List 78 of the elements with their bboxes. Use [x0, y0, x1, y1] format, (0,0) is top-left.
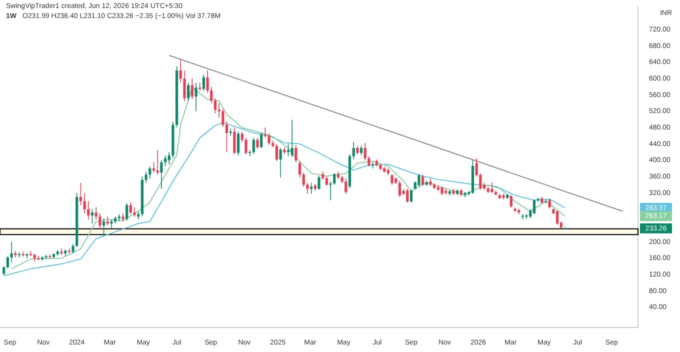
candlestick — [490, 182, 494, 194]
candlestick — [179, 59, 182, 84]
candlestick — [90, 208, 94, 224]
candlestick — [206, 70, 209, 94]
candlestick — [298, 160, 302, 178]
candlestick — [236, 131, 240, 156]
candlestick — [532, 199, 536, 215]
candlestick — [318, 175, 320, 190]
candlestick — [390, 174, 394, 186]
candlestick — [302, 172, 305, 188]
candlestick — [190, 78, 194, 100]
candlestick — [225, 121, 228, 152]
candlestick — [210, 86, 213, 104]
candlestick — [268, 132, 270, 146]
candlestick — [72, 244, 74, 254]
candlestick — [352, 141, 355, 160]
candlestick — [286, 144, 290, 157]
candlestick — [187, 82, 190, 102]
candlestick — [310, 182, 313, 194]
candlestick — [83, 192, 86, 214]
candlestick — [164, 154, 167, 167]
candlestick — [10, 241, 13, 263]
candlestick — [548, 198, 551, 209]
candlestick — [240, 131, 244, 142]
candlestick — [222, 108, 224, 128]
candlestick — [279, 148, 282, 178]
candlestick — [106, 216, 109, 226]
candlestick — [368, 156, 370, 168]
candlestick — [133, 206, 136, 217]
candlestick — [37, 255, 40, 261]
candlestick — [406, 188, 409, 204]
candlestick — [264, 127, 266, 138]
candlestick — [479, 172, 482, 190]
candlestick — [148, 166, 152, 180]
candlestick — [102, 218, 106, 236]
candlestick — [275, 144, 278, 162]
candlestick — [110, 219, 113, 230]
candlestick — [94, 206, 98, 220]
candlestick — [333, 172, 336, 186]
candlestick — [129, 201, 132, 215]
candlestick — [183, 70, 186, 102]
candlestick — [525, 214, 528, 220]
candlestick — [418, 174, 420, 187]
candlestick — [6, 256, 9, 269]
candlestick — [344, 178, 348, 194]
candlestick — [144, 171, 148, 184]
candlestick — [48, 254, 52, 259]
candlestick — [294, 145, 298, 163]
candlestick — [218, 102, 220, 118]
candlestick — [329, 181, 332, 201]
candlestick — [214, 98, 217, 114]
candlestick — [260, 132, 263, 148]
candlestick — [360, 145, 363, 156]
candlestick — [168, 152, 170, 165]
candlestick — [252, 137, 255, 155]
candlestick — [126, 202, 128, 222]
candlestick — [364, 142, 366, 161]
candlestick — [87, 200, 90, 220]
candlestick — [510, 194, 512, 208]
candlestick — [198, 82, 202, 92]
candlestick — [229, 128, 232, 136]
candlestick — [306, 182, 309, 194]
candlestick — [256, 137, 259, 150]
candlestick — [202, 74, 205, 92]
candlestick — [421, 174, 424, 186]
candlestick — [475, 158, 478, 177]
candlestick — [160, 160, 163, 190]
candlestick — [152, 162, 156, 173]
candlestick — [398, 180, 402, 198]
candlestick — [156, 150, 159, 175]
candlestick — [410, 189, 413, 204]
candlestick — [194, 82, 198, 112]
candlestick — [98, 212, 102, 230]
candlestick — [233, 127, 236, 155]
candlestick — [79, 182, 82, 206]
candlestick — [290, 119, 294, 158]
candlestick — [556, 210, 559, 226]
candlestick — [244, 137, 248, 155]
